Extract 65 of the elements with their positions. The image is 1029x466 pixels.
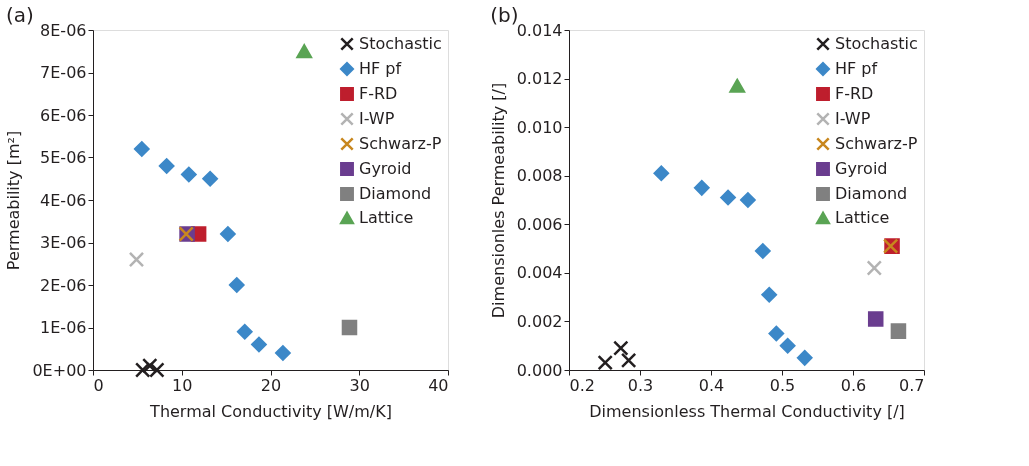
- x-tick-label: 10: [172, 375, 193, 395]
- point: [275, 345, 291, 361]
- legend-label: Stochastic: [835, 34, 918, 53]
- legend-label: Gyroid: [835, 159, 888, 178]
- point: [142, 357, 158, 374]
- x-axis-title: Dimensionless Thermal Conductivity [/]: [589, 401, 905, 421]
- point: [229, 277, 245, 293]
- y-tick-label: 3E-06: [40, 233, 87, 252]
- y-tick-label: 0.012: [516, 69, 563, 89]
- legend-label: F-RD: [359, 84, 398, 103]
- x-tick-label: 20: [260, 375, 282, 395]
- y-tick-label: 2E-06: [40, 275, 87, 295]
- legend-label: Lattice: [359, 208, 414, 227]
- point: [134, 362, 151, 378]
- legend-label: Diamond: [835, 184, 908, 203]
- x-tick-label: 0.5: [769, 375, 796, 395]
- legend-label: Schwarz-P: [835, 134, 918, 153]
- y-tick-label: 6E-06: [40, 105, 87, 125]
- point: [341, 319, 358, 336]
- point: [296, 44, 312, 59]
- y-axis-title: Permeability [m²]: [4, 130, 24, 271]
- point: [202, 170, 218, 187]
- x-tick-label: 0.6: [840, 375, 867, 395]
- y-tick-label: 0.004: [516, 263, 563, 283]
- y-tick-label: 0.000: [516, 360, 563, 380]
- y-tick-label: 0.010: [516, 117, 563, 137]
- point: [128, 251, 145, 268]
- point: [134, 141, 150, 157]
- legend-label: Diamond: [359, 184, 432, 203]
- y-tick-label: 0.002: [516, 311, 563, 331]
- point: [181, 166, 197, 183]
- point: [149, 362, 165, 378]
- legend-label: I-WP: [835, 109, 871, 128]
- y-tick-label: 8E-06: [40, 20, 87, 40]
- x-tick-label: 0.2: [569, 375, 595, 395]
- x-tick-label: 0.7: [899, 375, 925, 395]
- x-axis-title: Thermal Conductivity [W/m/K]: [149, 401, 392, 421]
- y-axis-title: Dimensionles Permeability [/]: [488, 82, 508, 319]
- y-tick-label: 1E-06: [40, 318, 87, 337]
- chart-title: (b): [490, 3, 519, 27]
- point: [220, 226, 236, 242]
- y-tick-label: 0.008: [516, 166, 563, 186]
- legend-label: HF pf: [359, 59, 402, 78]
- legend-label: Stochastic: [359, 34, 442, 53]
- y-tick-label: 0.014: [516, 20, 563, 40]
- legend-label: I-WP: [359, 109, 395, 128]
- point: [236, 323, 253, 340]
- y-tick-label: 0E+00: [32, 360, 87, 380]
- x-tick-label: 0.4: [698, 375, 725, 395]
- point: [158, 158, 175, 174]
- point: [251, 336, 267, 353]
- x-tick-label: 0: [93, 375, 104, 395]
- y-tick-label: 4E-06: [40, 190, 87, 210]
- legend-label: F-RD: [835, 84, 874, 103]
- y-tick-label: 5E-06: [40, 148, 87, 167]
- x-tick-label: 0.3: [627, 375, 654, 395]
- legend-label: Gyroid: [359, 159, 412, 178]
- legend-label: Lattice: [835, 208, 890, 227]
- legend-label: Schwarz-P: [359, 134, 442, 153]
- y-tick-label: 7E-06: [40, 63, 87, 82]
- x-tick-label: 40: [428, 375, 449, 395]
- y-tick-label: 0.006: [516, 214, 563, 234]
- legend-label: HF pf: [835, 59, 878, 78]
- x-tick-label: 30: [349, 375, 370, 395]
- chart-title: (a): [5, 3, 34, 27]
